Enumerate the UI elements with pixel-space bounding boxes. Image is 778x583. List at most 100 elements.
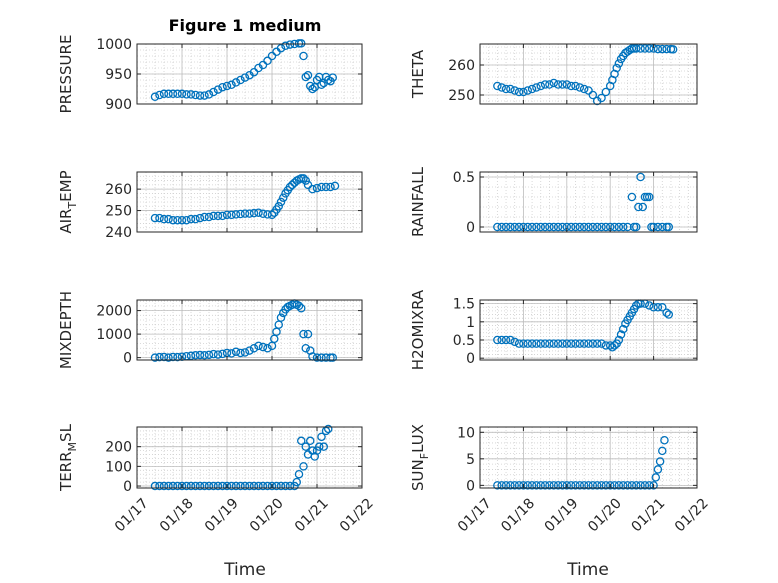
y-tick-label: 0 xyxy=(466,351,475,367)
data-point xyxy=(506,335,515,345)
data-point xyxy=(236,348,245,358)
data-point xyxy=(258,481,268,491)
data-point xyxy=(662,44,671,54)
data-point xyxy=(493,222,502,232)
axes-box xyxy=(136,171,363,233)
data-point xyxy=(558,339,567,348)
data-point xyxy=(592,222,602,232)
data-point xyxy=(519,87,528,97)
data-point xyxy=(150,92,160,102)
data-point xyxy=(514,222,524,232)
data-point xyxy=(627,192,637,202)
data-point xyxy=(612,63,621,73)
data-point xyxy=(285,481,295,491)
data-point xyxy=(195,350,205,360)
data-point xyxy=(218,481,227,491)
data-point xyxy=(177,215,187,225)
data-point xyxy=(204,212,214,222)
data-point xyxy=(658,222,667,232)
plot-area xyxy=(137,427,362,488)
data-point xyxy=(571,481,580,490)
y-tick-label: 0.5 xyxy=(453,170,475,186)
data-point xyxy=(186,351,196,361)
data-point xyxy=(627,481,637,490)
axes-box xyxy=(136,426,363,489)
subplot-pressure: 900 950 1000 PRESSURE xyxy=(57,35,363,113)
data-point xyxy=(249,343,259,353)
data-point xyxy=(177,89,187,99)
data-point xyxy=(636,481,645,490)
data-point xyxy=(155,352,164,362)
data-point xyxy=(601,222,611,232)
data-point xyxy=(558,80,567,89)
data-point xyxy=(231,481,241,491)
data-point xyxy=(314,442,324,451)
data-point xyxy=(317,182,326,192)
data-point xyxy=(553,481,563,490)
data-point xyxy=(592,481,602,490)
data-point xyxy=(588,339,598,348)
data-point xyxy=(321,182,331,192)
data-point xyxy=(614,335,624,345)
data-point xyxy=(618,481,628,490)
y-tick-label: 900 xyxy=(105,97,132,113)
data-point xyxy=(523,481,532,490)
data-point xyxy=(299,462,308,471)
x-axis-label-left: Time xyxy=(223,560,266,580)
data-point xyxy=(317,80,326,90)
data-point xyxy=(636,44,645,53)
data-point xyxy=(540,339,550,348)
data-point xyxy=(245,346,254,355)
data-point xyxy=(267,481,277,491)
data-point xyxy=(506,481,515,490)
data-point xyxy=(150,353,160,362)
data-point xyxy=(631,222,641,232)
data-point xyxy=(523,86,532,95)
data-point xyxy=(584,481,593,490)
data-point xyxy=(575,481,585,490)
data-point xyxy=(258,209,268,219)
data-point xyxy=(545,80,554,89)
data-point xyxy=(254,208,263,217)
data-point xyxy=(588,90,598,100)
data-point xyxy=(497,335,506,345)
data-point xyxy=(249,481,259,491)
data-point xyxy=(658,44,667,54)
data-point xyxy=(213,481,223,491)
data-point xyxy=(658,446,667,456)
data-point xyxy=(562,80,572,89)
data-point xyxy=(523,222,532,232)
data-point xyxy=(285,40,295,49)
data-point xyxy=(299,51,308,61)
data-point xyxy=(549,78,559,88)
data-point xyxy=(584,222,593,232)
data-point xyxy=(514,481,524,490)
data-point xyxy=(209,87,218,97)
data-point xyxy=(159,214,169,224)
data-point xyxy=(579,481,589,490)
data-point xyxy=(177,481,187,491)
data-point xyxy=(209,349,218,359)
data-point xyxy=(173,481,182,491)
data-point xyxy=(510,222,519,232)
data-point xyxy=(566,81,576,91)
data-point xyxy=(645,44,654,53)
data-point xyxy=(664,310,674,319)
data-point xyxy=(532,83,541,92)
data-point xyxy=(614,481,624,490)
data-point xyxy=(527,84,537,94)
data-point xyxy=(501,335,511,345)
y-axis-label: MIXDEPTH xyxy=(57,291,75,369)
data-point xyxy=(150,213,160,223)
data-point xyxy=(501,84,511,94)
data-point xyxy=(634,202,643,212)
data-point xyxy=(287,180,297,190)
data-point xyxy=(328,73,337,82)
data-point xyxy=(299,174,308,183)
data-point xyxy=(610,222,619,232)
y-tick-label: 260 xyxy=(448,58,475,74)
data-point xyxy=(186,90,196,99)
axes-box xyxy=(136,299,363,361)
y-tick-label: 950 xyxy=(105,67,132,83)
